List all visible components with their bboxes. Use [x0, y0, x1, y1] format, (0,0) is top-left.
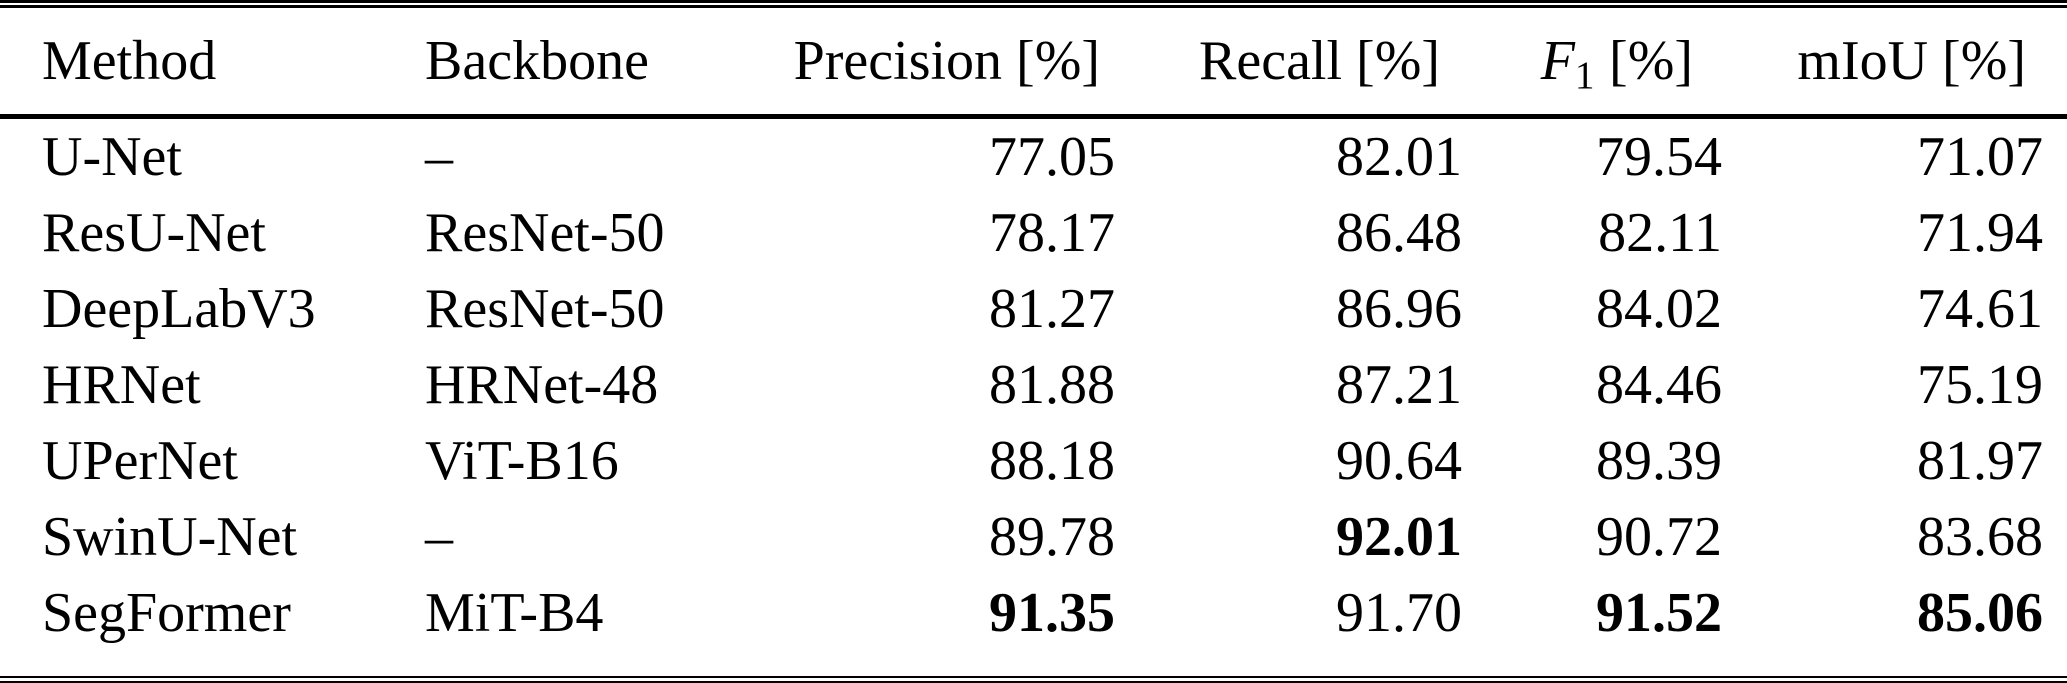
cell-miou: 71.07	[1917, 126, 2043, 188]
table-row: HRNet HRNet-48 81.88 87.21 84.46 75.19	[0, 347, 2067, 423]
cell-f1: 82.11	[1598, 202, 1722, 264]
cell-f1: 79.54	[1596, 126, 1722, 188]
col-header-f1: F1 [%]	[1462, 8, 1722, 119]
col-header-method: Method	[0, 8, 425, 119]
cell-f1: 90.72	[1596, 506, 1722, 568]
f1-subscript: 1	[1574, 53, 1595, 97]
cell-method: HRNet	[42, 354, 201, 416]
cell-f1: 84.46	[1596, 354, 1722, 416]
table-row: U-Net – 77.05 82.01 79.54 71.07	[0, 117, 2067, 196]
cell-backbone: ViT-B16	[425, 430, 619, 492]
cell-recall: 87.21	[1336, 354, 1462, 416]
cell-recall: 86.96	[1336, 278, 1462, 340]
cell-precision: 91.35	[989, 582, 1115, 644]
cell-f1: 89.39	[1596, 430, 1722, 492]
cell-method: SegFormer	[42, 582, 291, 644]
cell-miou: 81.97	[1917, 430, 2043, 492]
cell-method: ResU-Net	[42, 202, 266, 264]
cell-precision: 88.18	[989, 430, 1115, 492]
table-row: SegFormer MiT-B4 91.35 91.70 91.52 85.06	[0, 575, 2067, 651]
results-table: Method Backbone Precision [%] Recall [%]…	[0, 8, 2067, 651]
table-row: ResU-Net ResNet-50 78.17 86.48 82.11 71.…	[0, 195, 2067, 271]
header-row: Method Backbone Precision [%] Recall [%]…	[0, 8, 2067, 119]
cell-method: SwinU-Net	[42, 506, 298, 568]
col-header-backbone: Backbone	[425, 8, 740, 119]
table-row: SwinU-Net – 89.78 92.01 90.72 83.68	[0, 499, 2067, 575]
cell-recall: 86.48	[1336, 202, 1462, 264]
cell-precision: 89.78	[989, 506, 1115, 568]
cell-recall: 91.70	[1336, 582, 1462, 644]
cell-precision: 78.17	[989, 202, 1115, 264]
col-header-recall: Recall [%]	[1115, 8, 1462, 119]
cell-miou: 75.19	[1917, 354, 2043, 416]
cell-precision: 81.88	[989, 354, 1115, 416]
cell-backbone: HRNet-48	[425, 354, 659, 416]
table-row: DeepLabV3 ResNet-50 81.27 86.96 84.02 74…	[0, 271, 2067, 347]
cell-precision: 77.05	[989, 126, 1115, 188]
cell-backbone: –	[425, 126, 453, 188]
cell-f1: 84.02	[1596, 278, 1722, 340]
cell-backbone: ResNet-50	[425, 202, 665, 264]
cell-backbone: –	[425, 506, 453, 568]
cell-miou: 85.06	[1917, 582, 2043, 644]
cell-method: U-Net	[42, 126, 182, 188]
cell-recall: 82.01	[1336, 126, 1462, 188]
cell-precision: 81.27	[989, 278, 1115, 340]
cell-backbone: MiT-B4	[425, 582, 604, 644]
cell-method: UPerNet	[42, 430, 238, 492]
cell-recall: 90.64	[1336, 430, 1462, 492]
cell-backbone: ResNet-50	[425, 278, 665, 340]
cell-method: DeepLabV3	[42, 278, 316, 340]
f1-unit: [%]	[1609, 30, 1693, 92]
table-body: U-Net – 77.05 82.01 79.54 71.07 ResU-Net…	[0, 117, 2067, 652]
cell-miou: 74.61	[1917, 278, 2043, 340]
table-row: UPerNet ViT-B16 88.18 90.64 89.39 81.97	[0, 423, 2067, 499]
cell-f1: 91.52	[1596, 582, 1722, 644]
cell-recall: 92.01	[1336, 506, 1462, 568]
table-header: Method Backbone Precision [%] Recall [%]…	[0, 8, 2067, 119]
col-header-miou: mIoU [%]	[1722, 8, 2067, 119]
cell-miou: 83.68	[1917, 506, 2043, 568]
f1-symbol: F	[1540, 30, 1575, 92]
col-header-precision: Precision [%]	[740, 8, 1115, 119]
cell-miou: 71.94	[1917, 202, 2043, 264]
